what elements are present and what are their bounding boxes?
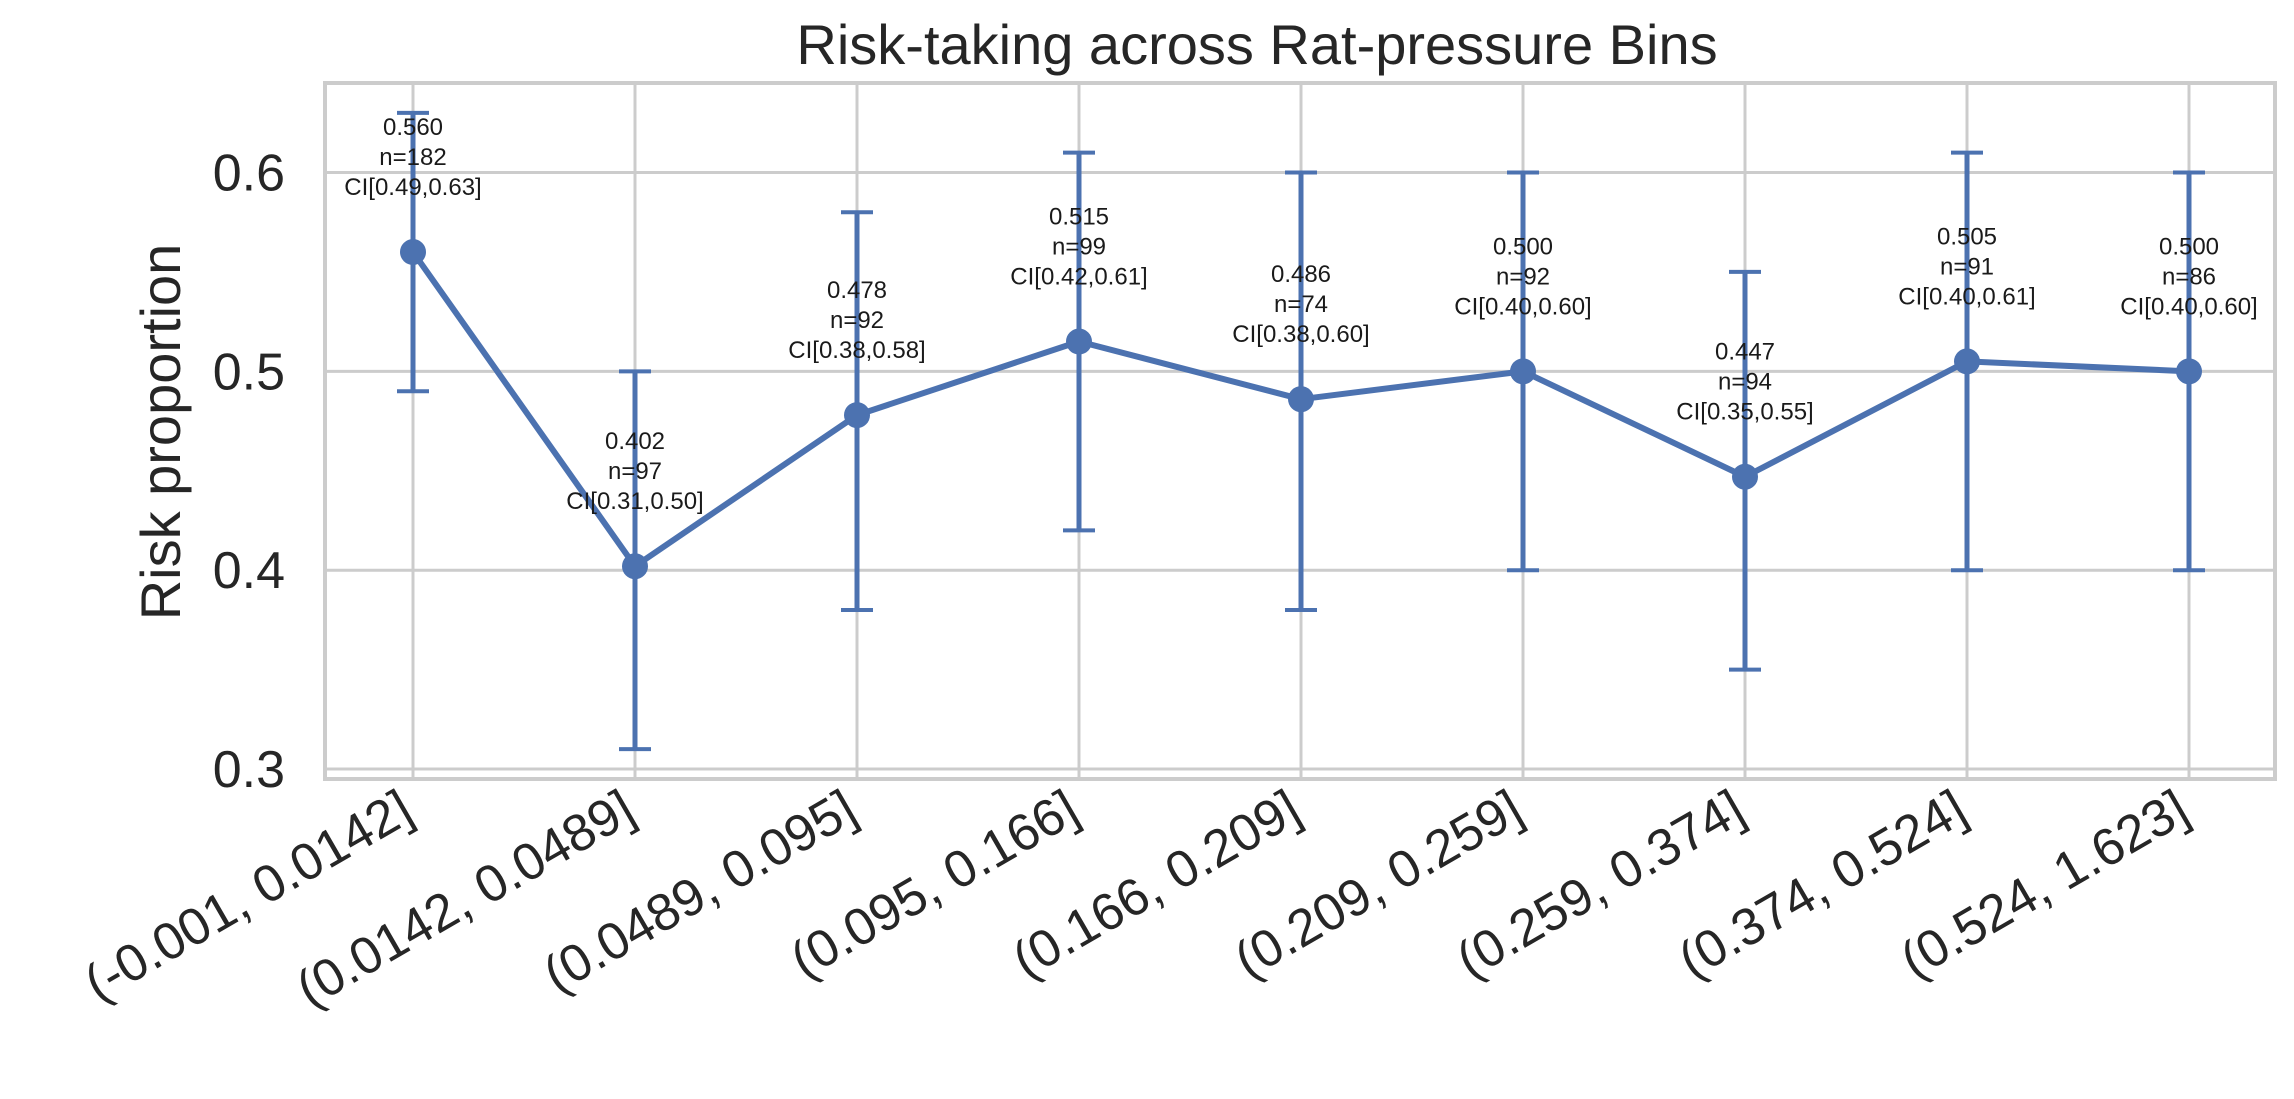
data-label: n=86 bbox=[2162, 263, 2216, 290]
data-label: CI[0.38,0.60] bbox=[1232, 321, 1369, 348]
y-tick-label: 0.5 bbox=[213, 343, 285, 401]
y-axis-label: Risk proportion bbox=[129, 244, 192, 621]
data-point bbox=[1066, 328, 1092, 355]
chart-title: Risk-taking across Rat-pressure Bins bbox=[796, 13, 1717, 76]
data-label: 0.486 bbox=[1271, 261, 1331, 288]
data-point bbox=[1954, 348, 1980, 375]
data-label: n=182 bbox=[379, 144, 446, 171]
data-label: CI[0.38,0.58] bbox=[788, 337, 925, 364]
y-ticks: 0.3 0.4 0.5 0.6 bbox=[213, 144, 285, 799]
data-point bbox=[1288, 386, 1314, 413]
data-label: 0.515 bbox=[1049, 204, 1109, 231]
x-ticks: (-0.001, 0.0142](0.0142, 0.0489](0.0489,… bbox=[75, 779, 2198, 1019]
plot-frame bbox=[323, 81, 2277, 781]
data-label: CI[0.42,0.61] bbox=[1010, 264, 1147, 291]
data-point bbox=[2176, 358, 2202, 385]
data-label: CI[0.35,0.55] bbox=[1676, 399, 1813, 426]
data-label: 0.447 bbox=[1715, 339, 1775, 366]
data-label: 0.560 bbox=[383, 114, 443, 141]
data-label: n=74 bbox=[1274, 291, 1328, 318]
data-label: n=92 bbox=[1496, 263, 1550, 290]
data-label: 0.478 bbox=[827, 277, 887, 304]
data-label: CI[0.31,0.50] bbox=[566, 488, 703, 515]
y-tick-label: 0.6 bbox=[213, 144, 285, 202]
data-label: 0.500 bbox=[2159, 233, 2219, 260]
data-label: CI[0.40,0.60] bbox=[1454, 293, 1591, 320]
data-point bbox=[622, 553, 648, 580]
data-label: n=97 bbox=[608, 458, 662, 485]
data-label: n=92 bbox=[830, 307, 884, 334]
data-point bbox=[1732, 463, 1758, 490]
data-label: CI[0.49,0.63] bbox=[344, 174, 481, 201]
data-point bbox=[400, 239, 426, 266]
data-label: 0.500 bbox=[1493, 233, 1553, 260]
data-label: n=99 bbox=[1052, 234, 1106, 261]
series-risk-proportion bbox=[397, 110, 2205, 752]
data-label: CI[0.40,0.60] bbox=[2120, 293, 2257, 320]
data-label: 0.402 bbox=[605, 428, 665, 455]
annotations: 0.560 n=182 CI[0.49,0.63] 0.402 n=97 CI[0.31,… bbox=[344, 114, 2257, 515]
data-point bbox=[1510, 358, 1536, 385]
data-label: 0.505 bbox=[1937, 223, 1997, 250]
y-tick-label: 0.3 bbox=[213, 741, 285, 799]
data-label: CI[0.40,0.61] bbox=[1898, 283, 2035, 310]
y-tick-label: 0.4 bbox=[213, 542, 285, 600]
data-label: n=91 bbox=[1940, 253, 1994, 280]
data-label: n=94 bbox=[1718, 369, 1772, 396]
data-point bbox=[844, 402, 870, 429]
